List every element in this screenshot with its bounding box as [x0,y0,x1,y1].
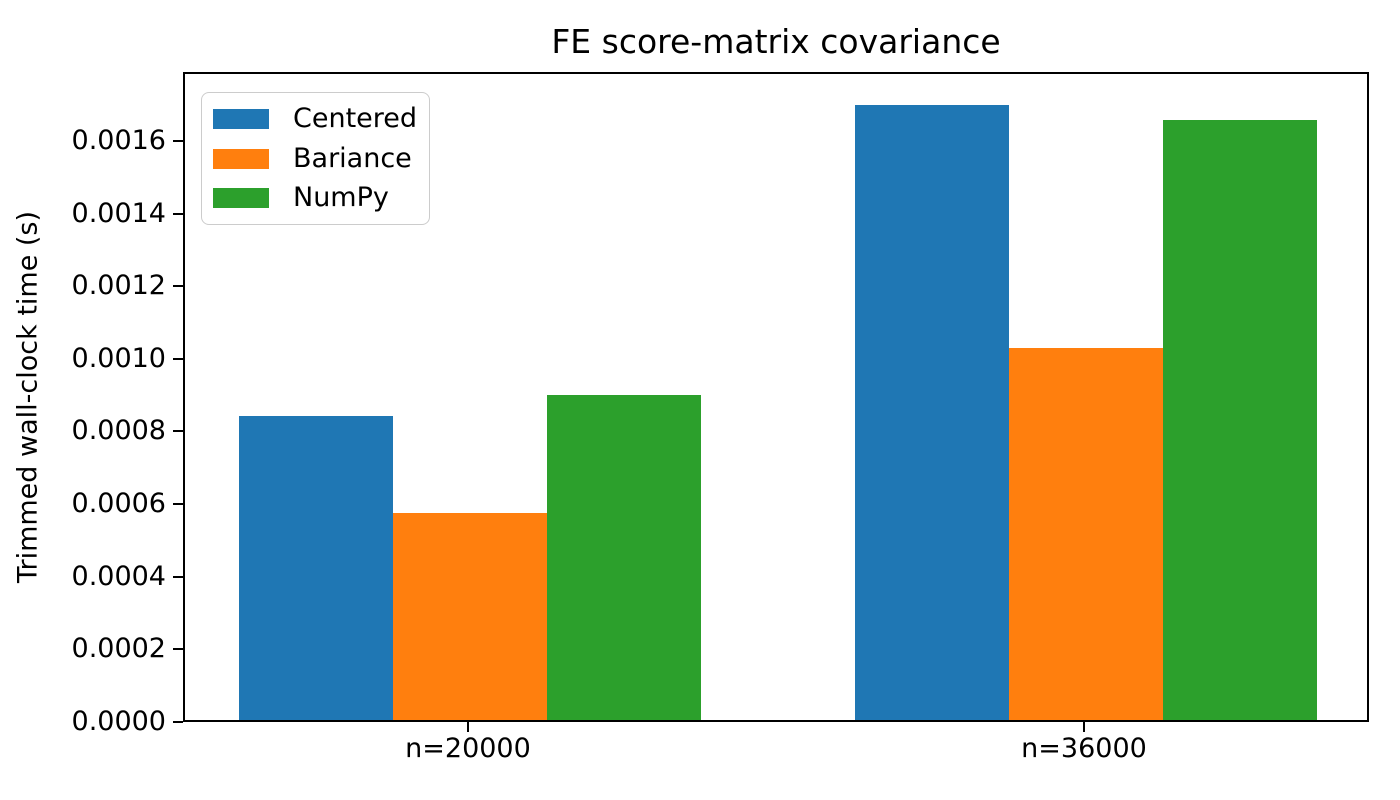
y-tick-mark [173,648,183,651]
y-tick-mark [173,575,183,578]
x-tick-mark [1083,722,1085,732]
y-tick-mark [173,357,183,360]
y-tick-mark [173,139,183,142]
x-tick-mark [466,722,469,732]
x-tick-label: n=36000 [1021,733,1147,764]
plot-area: Centered Bariance NumPy [183,72,1369,722]
y-tick-mark [173,430,183,433]
legend-swatch-icon [213,108,269,129]
x-tick-label: n=20000 [405,733,531,764]
legend-item: NumPy [213,178,417,218]
y-tick-label: 0.0012 [71,270,166,302]
y-axis-label: Trimmed wall-clock time (s) [12,210,44,584]
bar-centered-n-36000 [854,104,1009,720]
legend: Centered Bariance NumPy [201,92,430,225]
y-tick-label: 0.0016 [71,124,166,156]
y-tick-label: 0.0002 [71,633,166,665]
y-tick-label: 0.0008 [71,415,166,447]
y-tick-mark [173,212,183,215]
bar-numpy-n-20000 [547,395,702,720]
y-tick-mark [173,285,183,288]
y-tick-label: 0.0014 [71,197,166,229]
legend-item: Centered [213,99,417,139]
bar-numpy-n-36000 [1163,120,1318,720]
legend-label: NumPy [293,182,389,214]
y-tick-label: 0.0006 [71,488,166,520]
legend-item: Bariance [213,139,417,179]
y-tick-label: 0.0004 [71,560,166,592]
y-tick-label: 0.0000 [71,706,166,737]
y-tick-mark [173,721,183,723]
legend-label: Centered [293,102,418,134]
y-tick-mark [173,503,183,506]
bar-centered-n-20000 [238,416,393,720]
chart-title: FE score-matrix covariance [551,22,1001,61]
bar-bariance-n-36000 [1008,348,1164,720]
y-tick-label: 0.0010 [71,342,166,374]
bar-bariance-n-20000 [392,513,547,720]
legend-label: Bariance [293,142,412,174]
legend-swatch-icon [213,188,269,209]
legend-swatch-icon [213,148,269,169]
